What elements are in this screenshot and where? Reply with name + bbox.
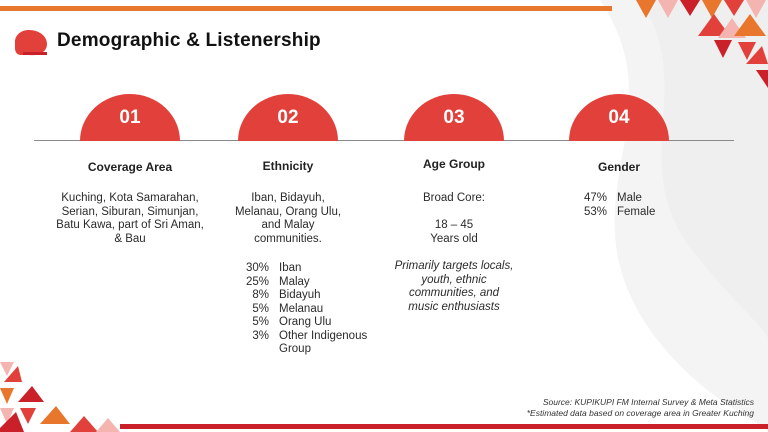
- list-item: 5% Melanau: [252, 302, 324, 315]
- list-item: 47% Male: [583, 192, 642, 204]
- list-item: 53% Female: [583, 205, 656, 218]
- target-description: Primarily targets locals, youth, ethnic …: [394, 260, 514, 313]
- triangle-pattern-top-right: [636, 0, 768, 88]
- list-item: 8% Bidayuh: [252, 289, 321, 301]
- step-number-badge: 03: [404, 94, 504, 141]
- column-heading: Age Group: [423, 157, 485, 171]
- gender-breakdown-list: 47% Male 53% Female: [571, 192, 655, 219]
- source-line: Source: KUPIKUPI FM Internal Survey & Me…: [542, 397, 754, 407]
- age-range: 18 – 45 Years old: [430, 219, 478, 245]
- estimate-note: *Estimated data based on coverage area i…: [526, 408, 754, 418]
- timeline-divider: [34, 140, 734, 141]
- list-item: 3% Other Indigenous: [252, 329, 368, 342]
- step-number-badge: 02: [238, 94, 338, 141]
- source-footnote: Source: KUPIKUPI FM Internal Survey & Me…: [527, 397, 754, 419]
- bottom-accent-bar: [120, 424, 768, 429]
- step-number-badge: 01: [80, 94, 180, 141]
- list-item: 30% Iban: [245, 262, 302, 274]
- column-heading: Coverage Area: [87, 160, 173, 174]
- list-item: 25% Malay: [245, 275, 310, 288]
- page-title: Demographic & Listenership: [57, 30, 321, 51]
- column-body: Iban, Bidayuh, Melanau, Orang Ulu, and M…: [234, 192, 342, 245]
- top-accent-bar: [0, 6, 612, 11]
- step-number-badge: 04: [569, 94, 669, 141]
- brand-logo-icon: [15, 30, 47, 56]
- column-heading: Gender: [597, 160, 640, 174]
- column-heading: Ethnicity: [262, 159, 314, 173]
- column-body: Kuching, Kota Samarahan, Serian, Siburan…: [56, 192, 204, 245]
- triangle-pattern-bottom-left: [0, 362, 120, 432]
- list-item: 5% Orang Ulu: [252, 316, 332, 328]
- list-item-continued: Group: [279, 343, 311, 355]
- column-body: Broad Core:: [422, 192, 485, 204]
- ethnicity-breakdown-list: 30% Iban 25% Malay 8% Bidayuh 5% Melanau 5% O…: [233, 262, 367, 357]
